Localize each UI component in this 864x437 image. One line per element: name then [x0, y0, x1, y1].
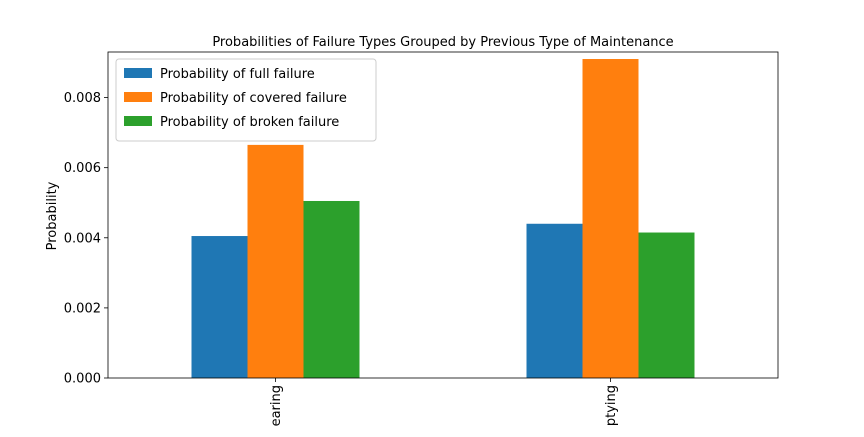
legend-label: Probability of full failure [160, 67, 315, 82]
legend-label: Probability of broken failure [160, 115, 339, 130]
x-tick-label: earing [269, 385, 284, 426]
legend-swatch [124, 116, 152, 126]
bar [638, 232, 695, 378]
y-tick-label: 0.008 [64, 91, 101, 106]
bar [526, 223, 583, 378]
bar [247, 144, 304, 378]
legend-swatch [124, 68, 152, 78]
legend: Probability of full failure Probability o… [115, 58, 377, 142]
x-tick-label: ptying [604, 385, 619, 426]
plot-area: 0.000 0.002 0.004 0.006 0.008 earing ptying [64, 51, 779, 426]
y-tick-label: 0.006 [64, 161, 101, 176]
bar [582, 59, 639, 379]
y-tick-label: 0.004 [64, 231, 101, 246]
plot-frame [107, 51, 779, 379]
legend-label: Probability of covered failure [160, 91, 347, 106]
bar [191, 236, 248, 378]
y-tick-label: 0.000 [64, 372, 101, 387]
chart-title: Probabilities of Failure Types Grouped b… [212, 35, 673, 50]
y-tick-label: 0.002 [64, 301, 101, 316]
legend-box [115, 58, 377, 142]
y-axis-label: Probability [45, 181, 60, 250]
bar [303, 200, 360, 378]
legend-swatch [124, 92, 152, 102]
